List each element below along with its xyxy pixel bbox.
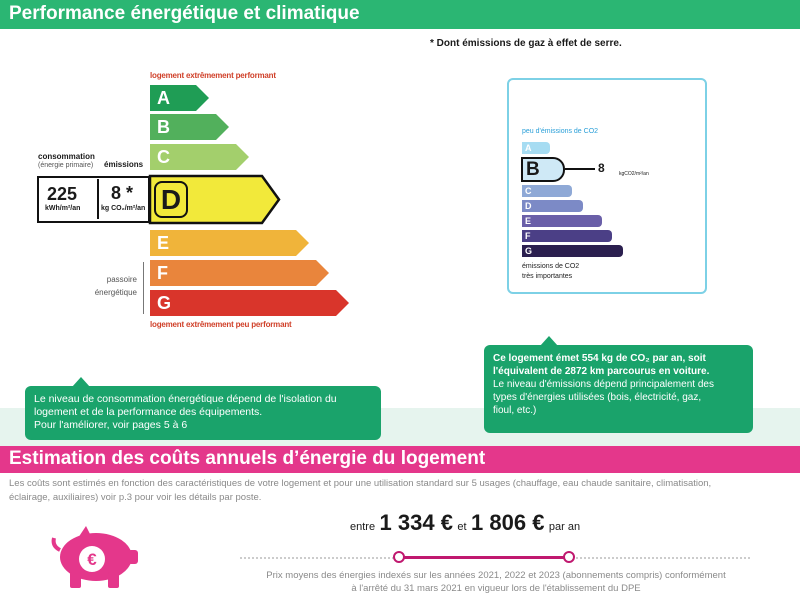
dpe-class-b: B (150, 114, 229, 140)
dpe-class-c: C (150, 144, 249, 170)
emissions-label: émissions (104, 160, 144, 169)
prices-line: Prix moyens des énergies indexés sur les… (266, 570, 726, 581)
and-label: et (457, 521, 467, 533)
co2-class-a: A (522, 142, 550, 154)
passoire-bracket (143, 262, 144, 314)
divider (97, 179, 99, 219)
dpe-letter: A (157, 87, 170, 108)
range-min-marker (393, 551, 405, 563)
dpe-class-g: G (150, 290, 349, 316)
co2-value: 8 (598, 161, 605, 175)
prices-note: Prix moyens des énergies indexés sur les… (236, 569, 756, 595)
section-header: Performance énergétique et climatique (0, 0, 800, 29)
callout-line: fioul, etc.) (493, 405, 537, 416)
callout-line: l'équivalent de 2872 km parcourus en voi… (493, 366, 710, 377)
costs-desc-line: Les coûts sont estimés en fonction des c… (9, 478, 712, 489)
callout-line: Ce logement émet 554 kg de CO₂ par an, s… (493, 353, 706, 364)
callout-line: Le niveau d'émissions dépend principalem… (493, 379, 714, 390)
euro-symbol: € (87, 550, 97, 569)
co2-class-d: D (522, 200, 583, 212)
piggy-bank-icon: € (51, 526, 138, 588)
co2-bottom-line: émissions de CO2 (522, 263, 580, 270)
passoire-line: énergétique (94, 288, 137, 297)
co2-scale-box (507, 78, 707, 294)
passoire-label: passoire énergétique (82, 273, 137, 299)
values-box (37, 176, 150, 223)
scale-bottom-label: logement extrêmement peu performant (150, 320, 292, 329)
price-range-segment (399, 556, 569, 559)
dpe-letter: G (157, 292, 172, 313)
consumption-callout: Le niveau de consommation énergétique dé… (25, 386, 381, 440)
passoire-line: passoire (106, 275, 137, 284)
callout-line: Pour l'améliorer, voir pages 5 à 6 (34, 419, 188, 431)
section-title: Performance énergétique et climatique (9, 3, 360, 24)
dpe-letter: C (157, 146, 170, 167)
emissions-unit: kg CO₂/m²/an (101, 205, 146, 212)
scale-top-label: logement extrêmement performant (150, 71, 276, 80)
costs-description: Les coûts sont estimés en fonction des c… (9, 477, 789, 505)
costs-desc-line: éclairage, auxiliaires) voir p.3 pour vo… (9, 492, 262, 503)
per-year-label: par an (548, 521, 581, 533)
dpe-class-e: E (150, 230, 309, 256)
primary-energy-label: (énergie primaire) (38, 162, 94, 169)
dpe-current-class: D (154, 181, 188, 218)
callout-notch (540, 336, 558, 346)
co2-bottom-label: émissions de CO2 très importantes (522, 262, 579, 282)
callout-line: Le niveau de consommation énergétique dé… (34, 393, 337, 405)
between-label: entre (350, 521, 376, 533)
co2-class-e: E (522, 215, 602, 227)
co2-unit: kgCO2/m²/an (619, 171, 649, 177)
callout-line: types d'énergies utilisées (bois, électr… (493, 392, 702, 403)
co2-class-g: G (522, 245, 623, 257)
consumption-value: 225 (47, 184, 78, 204)
footnote: * Dont émissions de gaz à effet de serre… (430, 38, 622, 49)
prices-line: à l'arrêté du 31 mars 2021 en vigueur lo… (351, 583, 641, 594)
range-max-marker (563, 551, 575, 563)
consumption-unit: kWh/m²/an (45, 205, 81, 212)
co2-pointer-line (565, 168, 595, 170)
dpe-letter: F (157, 262, 168, 283)
dpe-class-a: A (150, 85, 209, 111)
callout-line: logement et de la performance des équipe… (34, 406, 263, 418)
consumption-label: consommation (38, 152, 95, 161)
co2-current-class: B (521, 157, 565, 182)
dpe-letter: E (157, 232, 170, 253)
cost-min: 1 334 € (379, 510, 453, 535)
callout-notch (72, 377, 90, 387)
emissions-value: 8 * (111, 183, 134, 203)
co2-class-f: F (522, 230, 612, 242)
co2-bottom-line: très importantes (522, 273, 573, 280)
cost-max: 1 806 € (471, 510, 545, 535)
dpe-class-f: F (150, 260, 329, 286)
co2-class-c: C (522, 185, 572, 197)
cost-range: entre 1 334 € et 1 806 € par an (350, 510, 580, 536)
co2-top-label: peu d'émissions de CO2 (522, 128, 599, 135)
co2-callout: Ce logement émet 554 kg de CO₂ par an, s… (484, 345, 753, 433)
costs-title: Estimation des coûts annuels d’énergie d… (9, 448, 486, 469)
dpe-letter: B (157, 116, 170, 137)
costs-header: Estimation des coûts annuels d’énergie d… (0, 446, 800, 473)
